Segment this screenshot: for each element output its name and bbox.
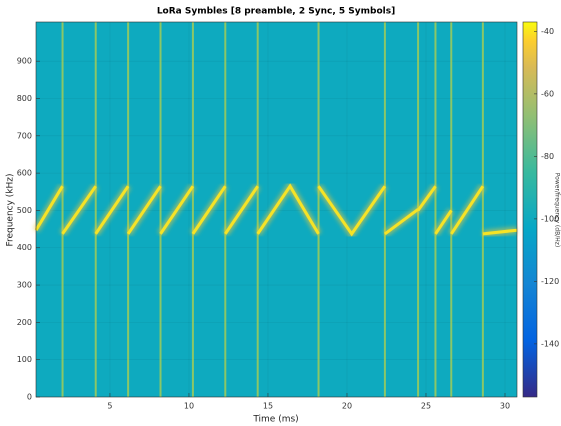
y-tick-label: 0 bbox=[27, 393, 32, 402]
colorbar-label: Power/frequency (dB/Hz) bbox=[554, 173, 561, 247]
colorbar-tick-label: -140 bbox=[541, 339, 559, 348]
colorbar bbox=[522, 21, 538, 398]
x-axis-label: Time (ms) bbox=[252, 415, 298, 425]
colorbar-tick-label: -80 bbox=[541, 152, 554, 161]
x-tick-label: 30 bbox=[500, 402, 510, 411]
y-tick-label: 700 bbox=[17, 131, 32, 140]
x-tick-label: 5 bbox=[107, 402, 112, 411]
x-tick-label: 25 bbox=[421, 402, 431, 411]
colorbar-tick-label: -120 bbox=[541, 277, 559, 286]
colorbar-tick-label: -40 bbox=[541, 27, 554, 36]
x-tick-label: 10 bbox=[184, 402, 194, 411]
y-tick-label: 300 bbox=[17, 281, 32, 290]
x-tick-label: 15 bbox=[263, 402, 273, 411]
y-tick-label: 100 bbox=[17, 355, 32, 364]
colorbar-tick-label: -60 bbox=[541, 89, 554, 98]
x-tick-label: 20 bbox=[342, 402, 352, 411]
y-tick-label: 500 bbox=[17, 206, 32, 215]
y-tick-label: 600 bbox=[17, 169, 32, 178]
y-tick-label: 400 bbox=[17, 243, 32, 252]
colorbar-tick-label: -100 bbox=[541, 214, 559, 223]
y-tick-label: 900 bbox=[17, 57, 32, 66]
y-tick-label: 800 bbox=[17, 94, 32, 103]
y-tick-label: 200 bbox=[17, 318, 32, 327]
y-axis-label: Frequency (kHz) bbox=[6, 173, 16, 246]
plot-frame bbox=[35, 21, 518, 398]
chart-title: LoRa Symbles [8 preamble, 2 Sync, 5 Symb… bbox=[157, 7, 395, 17]
chirp-line bbox=[34, 183, 518, 237]
